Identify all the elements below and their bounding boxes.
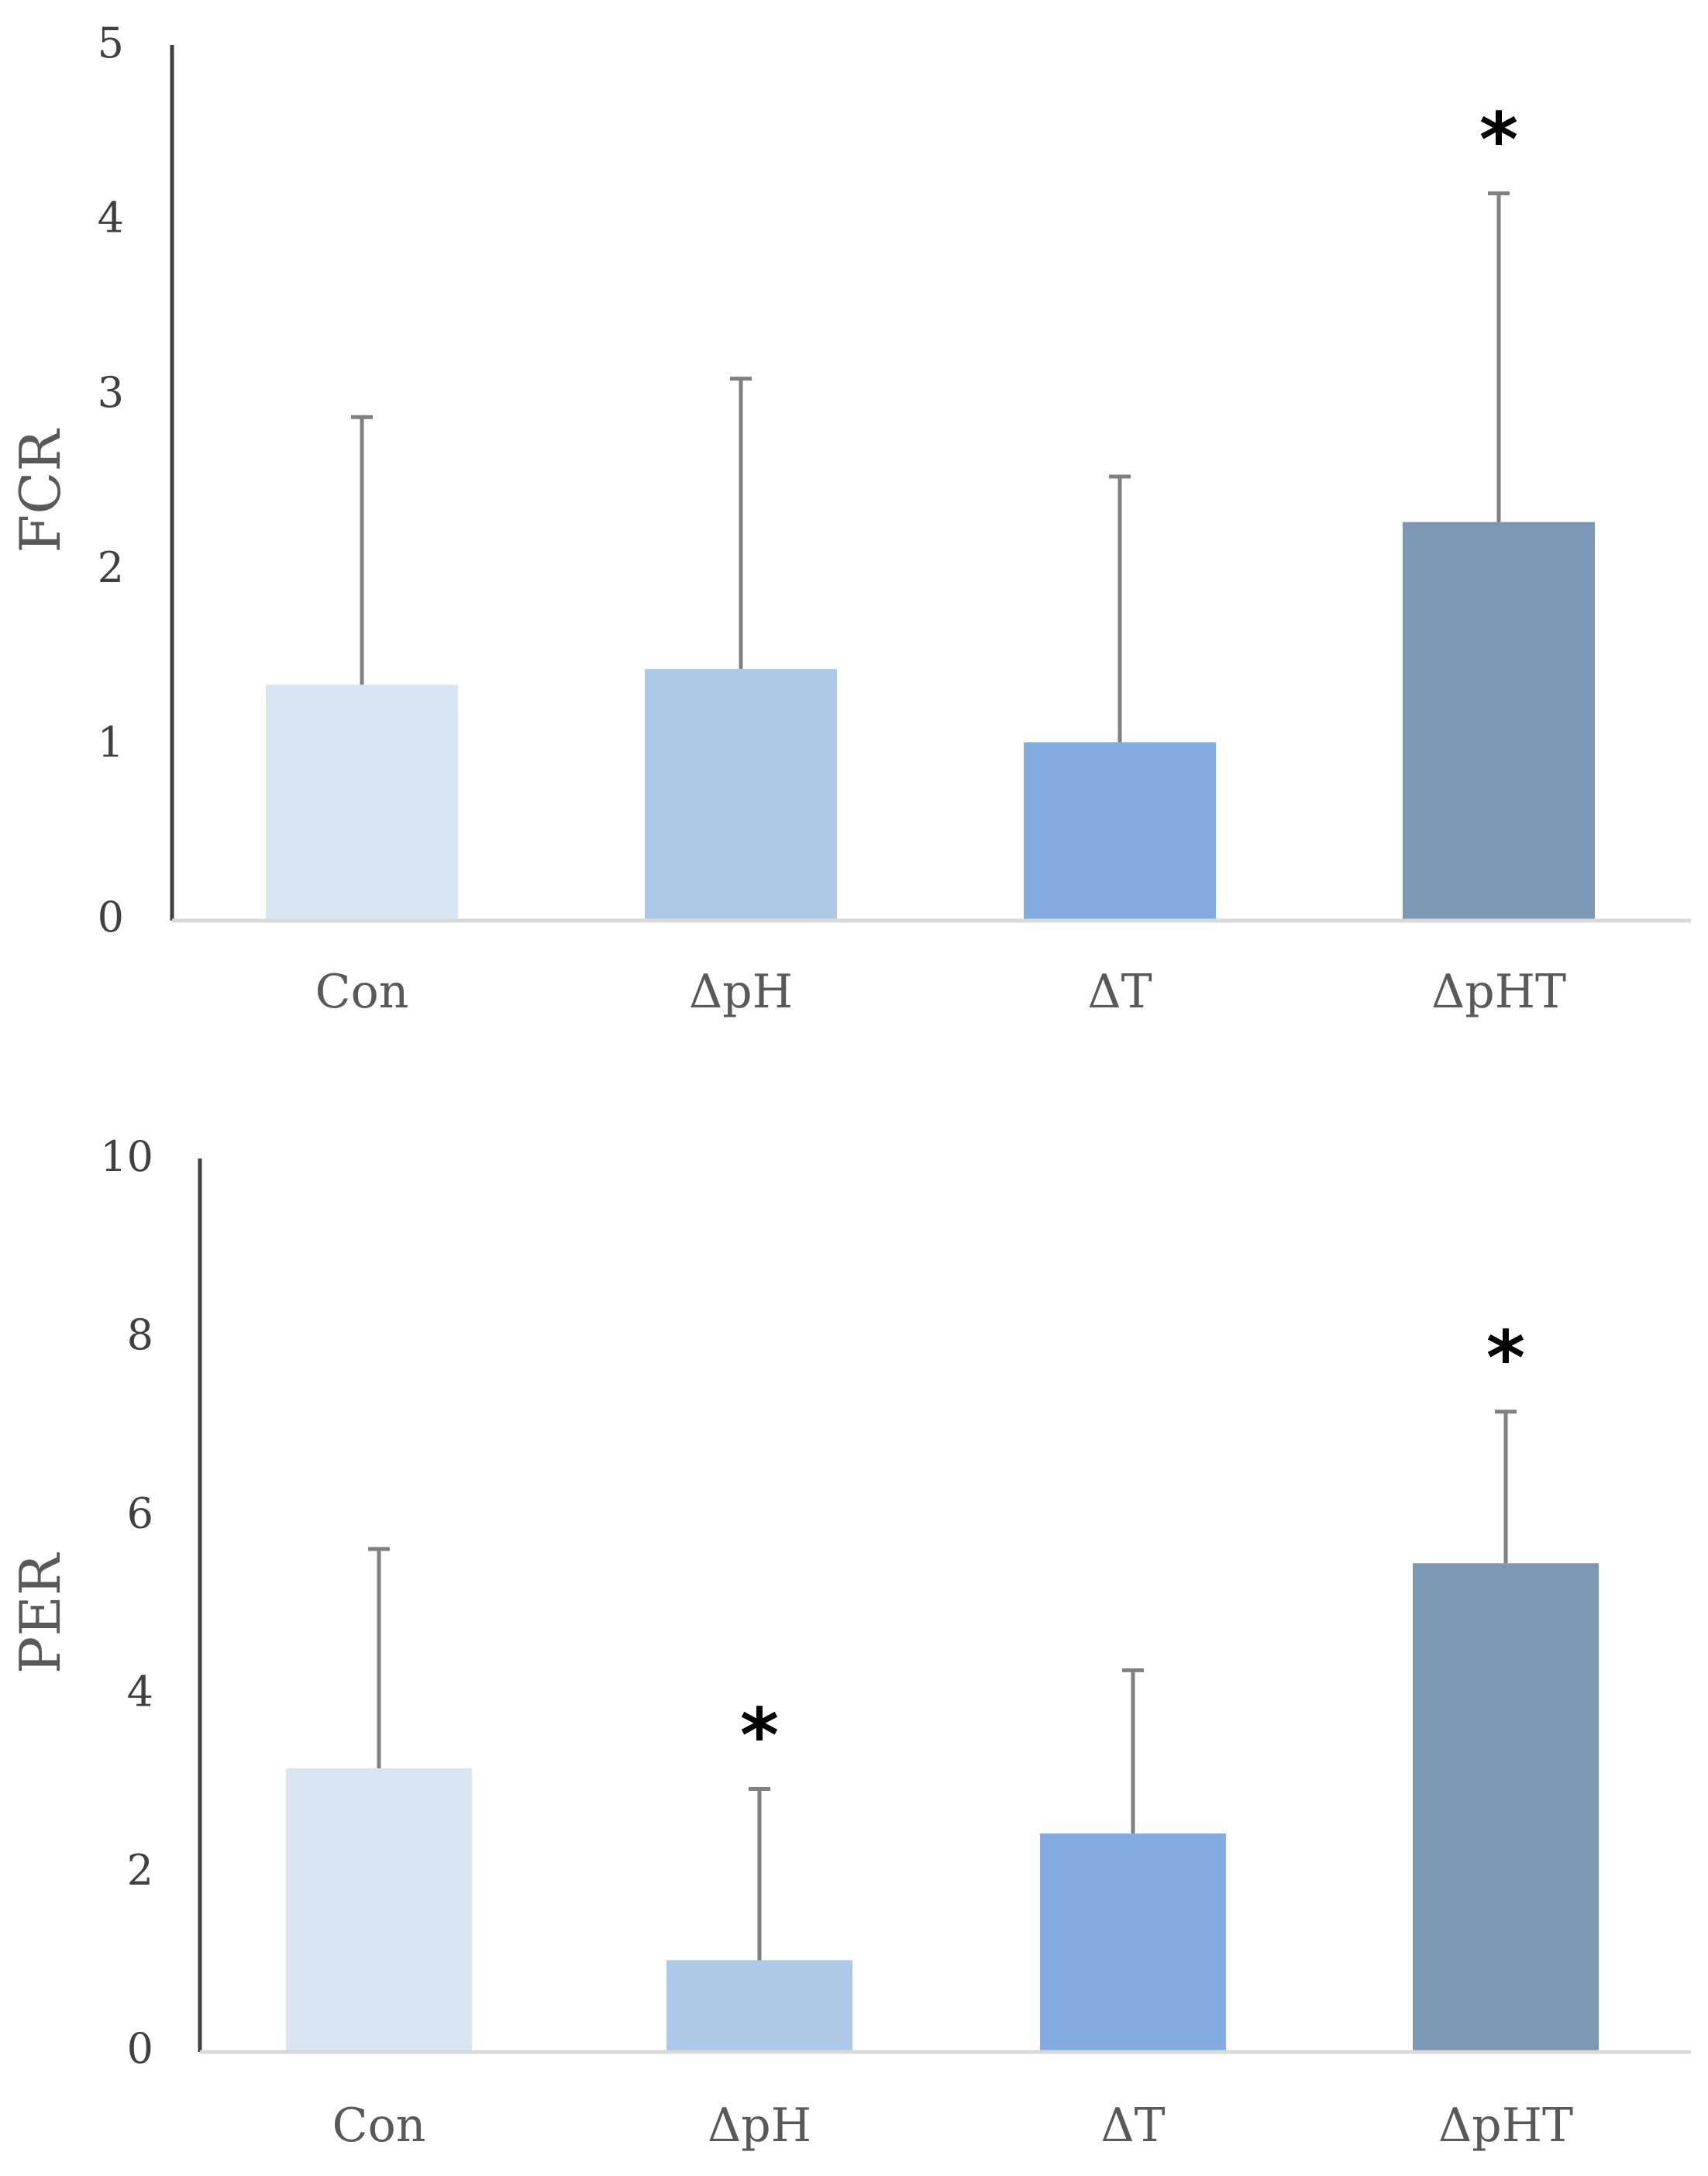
per-y-tick-label: 2 bbox=[127, 1846, 153, 1895]
fcr-category-label-3: ΔpHT bbox=[1431, 965, 1566, 1019]
per-category-label-3: ΔpHT bbox=[1438, 2099, 1573, 2153]
fcr-category-label-2: ΔT bbox=[1087, 965, 1152, 1019]
fcr-y-tick-label: 5 bbox=[98, 19, 124, 67]
fcr-bar-0 bbox=[266, 684, 458, 921]
fcr-y-tick-label: 1 bbox=[98, 718, 124, 766]
fcr-significance-mark-3: * bbox=[1479, 97, 1518, 184]
fcr-category-label-0: Con bbox=[315, 965, 409, 1019]
fcr-category-label-1: ΔpH bbox=[689, 965, 793, 1019]
per-category-label-0: Con bbox=[332, 2099, 426, 2153]
per-significance-mark-3: * bbox=[1486, 1315, 1525, 1402]
per-y-tick-label: 10 bbox=[100, 1132, 153, 1181]
fcr-y-tick-label: 4 bbox=[98, 194, 124, 243]
per-y-axis-title: PER bbox=[8, 1552, 73, 1674]
per-bar-1 bbox=[666, 1960, 852, 2052]
fcr-y-tick-label: 3 bbox=[98, 368, 124, 417]
per-bar-0 bbox=[286, 1768, 472, 2052]
fcr-y-tick-label: 0 bbox=[98, 893, 124, 942]
fcr-bar-3 bbox=[1403, 522, 1595, 921]
fcr-bar-1 bbox=[645, 669, 837, 921]
per-category-label-2: ΔT bbox=[1100, 2099, 1165, 2153]
fcr-bar-2 bbox=[1024, 742, 1216, 921]
per-y-tick-label: 6 bbox=[127, 1489, 153, 1537]
per-y-tick-label: 4 bbox=[127, 1668, 153, 1716]
per-category-label-1: ΔpH bbox=[708, 2099, 811, 2153]
per-y-tick-label: 0 bbox=[127, 2024, 153, 2073]
fcr-y-tick-label: 2 bbox=[98, 543, 124, 592]
per-bar-2 bbox=[1040, 1833, 1226, 2052]
per-y-tick-label: 8 bbox=[127, 1310, 153, 1359]
per-bar-3 bbox=[1413, 1563, 1599, 2052]
fcr-y-axis-title: FCR bbox=[8, 429, 73, 553]
per-bar-chart: 0 2 4 6 8 10 PER Con * ΔpH ΔT * ΔpHT bbox=[8, 1132, 1691, 2153]
fcr-bar-chart: 0 1 2 3 4 5 FCR Con ΔpH ΔT * ΔpHT bbox=[8, 19, 1691, 1019]
per-significance-mark-1: * bbox=[740, 1692, 779, 1779]
